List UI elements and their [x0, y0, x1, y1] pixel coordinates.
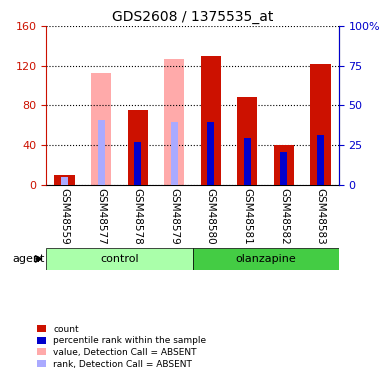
Bar: [280, 152, 288, 184]
Text: GSM48577: GSM48577: [96, 188, 106, 244]
Bar: [61, 177, 68, 184]
Text: GSM48583: GSM48583: [316, 188, 325, 244]
FancyBboxPatch shape: [192, 248, 339, 270]
FancyBboxPatch shape: [46, 248, 192, 270]
Text: agent: agent: [12, 254, 44, 264]
Text: GSM48579: GSM48579: [169, 188, 179, 244]
Bar: [127, 110, 148, 184]
Bar: [237, 98, 258, 184]
Bar: [134, 142, 141, 184]
Text: control: control: [100, 254, 139, 264]
Bar: [164, 59, 184, 184]
Bar: [201, 56, 221, 184]
Bar: [54, 175, 75, 184]
Bar: [317, 135, 324, 184]
Text: GSM48581: GSM48581: [243, 188, 252, 244]
Bar: [97, 120, 105, 184]
Text: olanzapine: olanzapine: [235, 254, 296, 264]
Text: GSM48559: GSM48559: [60, 188, 69, 244]
Legend: count, percentile rank within the sample, value, Detection Call = ABSENT, rank, : count, percentile rank within the sample…: [35, 323, 208, 370]
Text: GSM48578: GSM48578: [133, 188, 142, 244]
Bar: [91, 73, 111, 184]
Bar: [54, 175, 75, 184]
Text: GSM48580: GSM48580: [206, 188, 216, 244]
Text: GSM48582: GSM48582: [279, 188, 289, 244]
Bar: [207, 122, 214, 184]
Title: GDS2608 / 1375535_at: GDS2608 / 1375535_at: [112, 10, 273, 24]
Bar: [244, 138, 251, 184]
Bar: [310, 64, 331, 184]
Bar: [171, 122, 178, 184]
Bar: [274, 145, 294, 184]
